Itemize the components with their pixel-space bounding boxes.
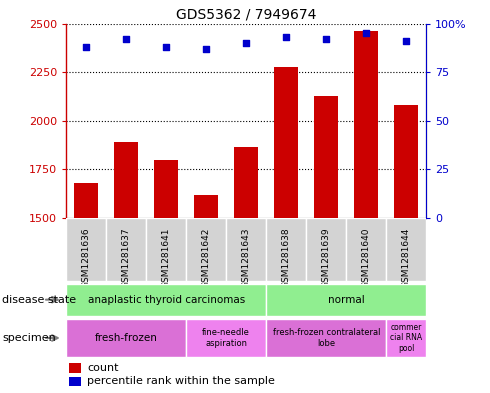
Text: GSM1281642: GSM1281642 <box>202 228 211 288</box>
Bar <box>66 284 266 316</box>
Bar <box>186 218 226 281</box>
Text: count: count <box>88 363 119 373</box>
Point <box>322 36 330 42</box>
Bar <box>274 67 298 393</box>
Bar <box>194 195 218 393</box>
Bar <box>106 218 146 281</box>
Bar <box>386 218 426 281</box>
Bar <box>266 284 426 316</box>
Bar <box>69 363 80 373</box>
Point <box>162 44 170 50</box>
Text: disease state: disease state <box>2 295 76 305</box>
Text: percentile rank within the sample: percentile rank within the sample <box>88 376 275 386</box>
Bar <box>306 218 346 281</box>
Bar <box>114 142 138 393</box>
Text: normal: normal <box>328 295 365 305</box>
Text: fine-needle
aspiration: fine-needle aspiration <box>202 328 250 348</box>
Text: GSM1281639: GSM1281639 <box>322 228 331 288</box>
Text: GSM1281641: GSM1281641 <box>162 228 171 288</box>
Point <box>282 34 290 40</box>
Bar <box>314 95 338 393</box>
Title: GDS5362 / 7949674: GDS5362 / 7949674 <box>176 7 317 21</box>
Text: GSM1281638: GSM1281638 <box>282 228 291 288</box>
Bar <box>146 218 186 281</box>
Text: GSM1281644: GSM1281644 <box>402 228 411 288</box>
Bar <box>69 376 80 386</box>
Bar <box>346 218 386 281</box>
Bar <box>66 218 106 281</box>
Bar <box>226 218 266 281</box>
Bar <box>354 31 378 393</box>
Bar <box>386 319 426 357</box>
Text: GSM1281643: GSM1281643 <box>242 228 251 288</box>
Bar <box>66 319 186 357</box>
Text: commer
cial RNA
pool: commer cial RNA pool <box>390 323 422 353</box>
Text: GSM1281637: GSM1281637 <box>122 228 131 288</box>
Bar <box>266 319 386 357</box>
Bar <box>186 319 266 357</box>
Text: fresh-frozen contralateral
lobe: fresh-frozen contralateral lobe <box>272 328 380 348</box>
Bar <box>266 218 306 281</box>
Text: fresh-frozen: fresh-frozen <box>95 333 158 343</box>
Text: GSM1281640: GSM1281640 <box>362 228 371 288</box>
Bar <box>154 160 178 393</box>
Text: GSM1281636: GSM1281636 <box>82 228 91 288</box>
Point <box>363 30 370 37</box>
Point <box>122 36 130 42</box>
Bar <box>74 183 98 393</box>
Point <box>202 46 210 52</box>
Text: specimen: specimen <box>2 333 56 343</box>
Point <box>242 40 250 46</box>
Bar <box>394 105 418 393</box>
Point <box>82 44 90 50</box>
Point <box>402 38 410 44</box>
Text: anaplastic thyroid carcinomas: anaplastic thyroid carcinomas <box>88 295 245 305</box>
Bar <box>234 147 258 393</box>
